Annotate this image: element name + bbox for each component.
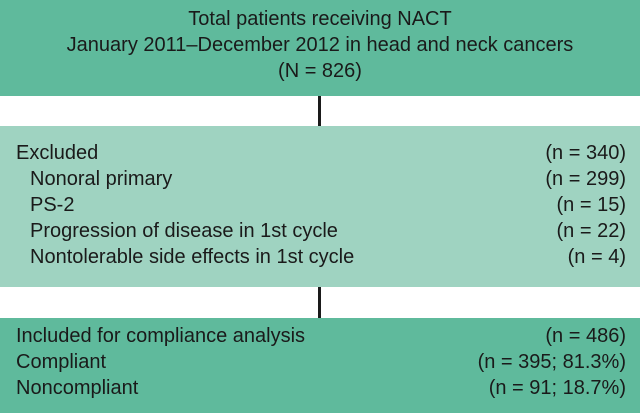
total-count: (N = 826) (278, 60, 362, 82)
compliant-row: Compliant (n = 395; 81.3%) (16, 349, 626, 375)
excluded-item-label: Nonoral primary (30, 168, 173, 190)
excluded-count: (n = 340) (545, 142, 626, 164)
noncompliant-row: Noncompliant (n = 91; 18.7%) (16, 375, 626, 401)
included-row: Included for compliance analysis (n = 48… (16, 323, 626, 349)
excluded-item-ps2: PS-2 (n = 15) (16, 192, 626, 218)
excluded-item-label: PS-2 (30, 194, 75, 216)
excluded-item-count: (n = 4) (567, 246, 626, 268)
total-patients-box: Total patients receiving NACT January 20… (0, 0, 640, 96)
excluded-item-label: Progression of disease in 1st cycle (30, 220, 338, 242)
excluded-box: Excluded (n = 340) Nonoral primary (n = … (0, 126, 640, 287)
connector-line-1 (318, 96, 321, 126)
excluded-item-count: (n = 15) (556, 194, 626, 216)
excluded-label: Excluded (16, 142, 99, 164)
compliant-label: Compliant (16, 351, 107, 373)
connector-line-2 (318, 287, 321, 318)
included-box: Included for compliance analysis (n = 48… (0, 318, 640, 413)
total-patients-title: Total patients receiving NACT (188, 8, 452, 30)
excluded-header-row: Excluded (n = 340) (16, 140, 626, 166)
excluded-item-progression: Progression of disease in 1st cycle (n =… (16, 218, 626, 244)
excluded-item-nonoral-primary: Nonoral primary (n = 299) (16, 166, 626, 192)
excluded-item-label: Nontolerable side effects in 1st cycle (30, 246, 355, 268)
date-range-text: January 2011–December 2012 in head and n… (66, 34, 574, 56)
included-label: Included for compliance analysis (16, 325, 306, 347)
noncompliant-label: Noncompliant (16, 377, 139, 399)
excluded-item-count: (n = 299) (545, 168, 626, 190)
compliant-count: (n = 395; 81.3%) (477, 351, 626, 373)
excluded-item-side-effects: Nontolerable side effects in 1st cycle (… (16, 244, 626, 270)
excluded-item-count: (n = 22) (556, 220, 626, 242)
noncompliant-count: (n = 91; 18.7%) (488, 377, 626, 399)
included-count: (n = 486) (545, 325, 626, 347)
